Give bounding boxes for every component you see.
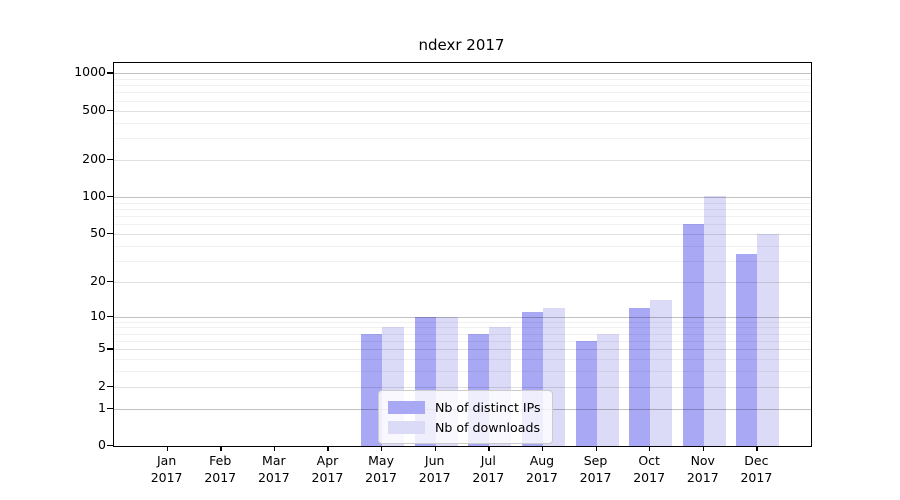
x-tick-label: Nov 2017 [686,453,719,485]
y-tick-mark [107,385,113,388]
y-tick-label: 1000 [74,64,106,80]
legend-label: Nb of downloads [435,419,541,435]
x-tick-label: Jan 2017 [150,453,183,485]
x-tick-label: Jul 2017 [472,453,505,485]
x-tick-mark [166,446,168,451]
x-tick-label: Jun 2017 [418,453,451,485]
legend-label: Nb of distinct IPs [435,399,541,415]
x-tick-mark [649,446,651,451]
y-tick-label: 500 [82,101,106,117]
gridline [114,73,811,75]
x-tick-mark [434,446,436,451]
y-tick-label: 2 [98,377,106,393]
y-tick-label: 5 [98,340,106,356]
y-tick-mark [107,196,113,198]
bar-nb-of-downloads-oct [650,299,673,446]
x-tick-mark [756,446,758,451]
y-tick-mark [107,445,113,447]
y-tick-label: 20 [90,272,106,288]
legend: Nb of distinct IPs Nb of downloads [378,390,553,444]
gridline [114,92,811,94]
y-tick-label: 1 [98,399,106,415]
y-tick-mark [107,232,113,235]
gridline [114,100,811,102]
x-tick-label: Oct 2017 [633,453,666,485]
bar-nb-of-downloads-nov [703,195,726,446]
y-tick-label: 100 [82,188,106,203]
x-tick-mark [381,446,383,451]
x-tick-label: Mar 2017 [257,453,290,485]
gridline [114,122,811,124]
y-tick-label: 10 [90,307,106,323]
legend-item: Nb of distinct IPs [388,397,541,417]
bar-nb-of-downloads-dec [757,233,780,446]
bar-nb-of-downloads-sep [596,333,619,446]
gridline [114,159,811,161]
bar-nb-of-distinct-ips-may [361,333,383,446]
y-tick-mark [107,280,113,283]
x-tick-label: Apr 2017 [311,453,344,485]
y-tick-mark [107,315,113,317]
bar-nb-of-distinct-ips-nov [682,224,704,446]
x-tick-mark [541,446,544,451]
x-tick-label: Feb 2017 [204,453,237,485]
legend-item: Nb of downloads [388,417,541,437]
x-tick-mark [273,446,276,451]
x-tick-label: Dec 2017 [740,453,773,485]
x-tick-label: Sep 2017 [579,453,612,485]
x-tick-label: May 2017 [365,453,397,485]
legend-swatch [388,400,425,414]
bar-nb-of-distinct-ips-dec [736,254,758,446]
y-tick-label: 200 [82,150,106,166]
chart-title: ndexr 2017 [418,36,505,54]
y-tick-mark [107,348,113,350]
gridline [114,138,811,140]
y-tick-mark [107,158,113,161]
gridline [114,110,811,112]
legend-swatch [388,420,425,434]
x-tick-mark [220,446,222,451]
bar-nb-of-distinct-ips-sep [575,341,597,446]
bar-nb-of-distinct-ips-oct [629,307,651,446]
y-tick-mark [107,109,113,111]
y-tick-label: 50 [90,224,106,240]
x-tick-mark [595,446,597,451]
x-tick-mark [702,446,705,451]
gridline [114,78,811,80]
x-tick-mark [488,446,490,451]
y-tick-mark [107,407,113,409]
y-tick-mark [107,72,113,74]
x-tick-mark [327,446,329,451]
gridline [114,85,811,87]
x-tick-label: Aug 2017 [526,453,558,485]
y-tick-label: 0 [98,437,106,452]
